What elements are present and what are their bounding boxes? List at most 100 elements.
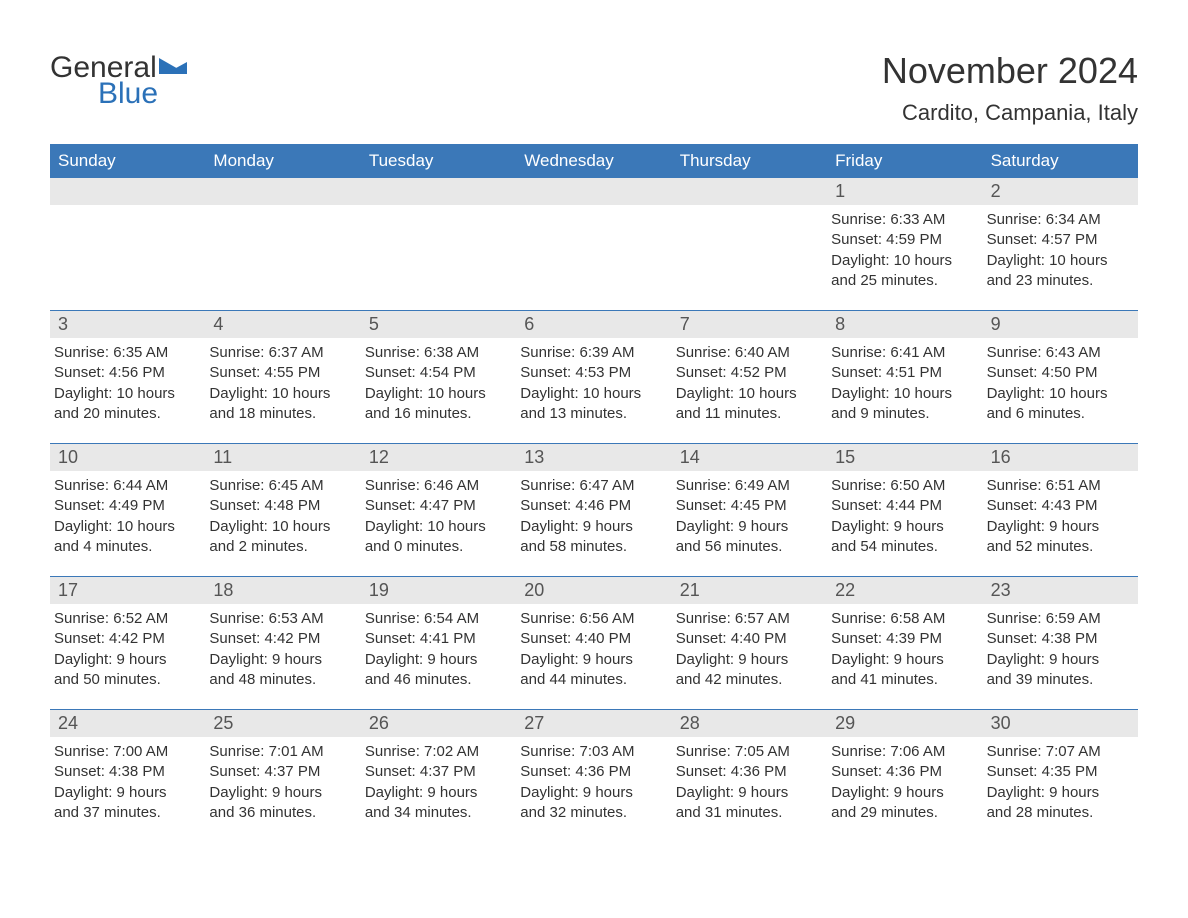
day-body: Sunrise: 6:43 AMSunset: 4:50 PMDaylight:… [983,338,1138,424]
day-cell: 18Sunrise: 6:53 AMSunset: 4:42 PMDayligh… [205,577,360,695]
day-sunset: Sunset: 4:42 PM [209,629,352,649]
day-sunrise: Sunrise: 7:02 AM [365,742,508,762]
day-cell: 27Sunrise: 7:03 AMSunset: 4:36 PMDayligh… [516,710,671,828]
day-day1: Daylight: 9 hours [54,783,197,803]
empty-day [361,178,516,205]
day-day1: Daylight: 9 hours [987,783,1130,803]
day-number: 9 [983,311,1138,338]
calendar: SundayMondayTuesdayWednesdayThursdayFrid… [50,144,1138,828]
day-sunrise: Sunrise: 6:46 AM [365,476,508,496]
day-body: Sunrise: 6:54 AMSunset: 4:41 PMDaylight:… [361,604,516,690]
day-cell: 10Sunrise: 6:44 AMSunset: 4:49 PMDayligh… [50,444,205,562]
day-number: 25 [205,710,360,737]
day-day1: Daylight: 10 hours [987,251,1130,271]
day-day1: Daylight: 9 hours [520,650,663,670]
day-sunset: Sunset: 4:51 PM [831,363,974,383]
day-day2: and 36 minutes. [209,803,352,823]
day-number: 2 [983,178,1138,205]
day-number: 3 [50,311,205,338]
day-day1: Daylight: 10 hours [676,384,819,404]
day-number: 12 [361,444,516,471]
day-sunrise: Sunrise: 7:07 AM [987,742,1130,762]
day-day2: and 28 minutes. [987,803,1130,823]
day-body: Sunrise: 6:34 AMSunset: 4:57 PMDaylight:… [983,205,1138,291]
day-sunrise: Sunrise: 6:57 AM [676,609,819,629]
day-cell: 7Sunrise: 6:40 AMSunset: 4:52 PMDaylight… [672,311,827,429]
day-number: 1 [827,178,982,205]
day-sunset: Sunset: 4:49 PM [54,496,197,516]
day-number: 14 [672,444,827,471]
title-block: November 2024 Cardito, Campania, Italy [882,50,1138,126]
day-body: Sunrise: 6:57 AMSunset: 4:40 PMDaylight:… [672,604,827,690]
day-day1: Daylight: 10 hours [365,384,508,404]
day-body: Sunrise: 6:38 AMSunset: 4:54 PMDaylight:… [361,338,516,424]
weekday-header-row: SundayMondayTuesdayWednesdayThursdayFrid… [50,144,1138,178]
day-day2: and 9 minutes. [831,404,974,424]
day-sunrise: Sunrise: 6:45 AM [209,476,352,496]
day-cell: 29Sunrise: 7:06 AMSunset: 4:36 PMDayligh… [827,710,982,828]
day-sunrise: Sunrise: 7:06 AM [831,742,974,762]
day-day2: and 54 minutes. [831,537,974,557]
day-sunset: Sunset: 4:48 PM [209,496,352,516]
day-body: Sunrise: 6:39 AMSunset: 4:53 PMDaylight:… [516,338,671,424]
day-day1: Daylight: 9 hours [520,517,663,537]
day-number: 28 [672,710,827,737]
empty-day [50,178,205,205]
weekday-header: Thursday [672,144,827,178]
day-cell: 1Sunrise: 6:33 AMSunset: 4:59 PMDaylight… [827,178,982,296]
week-row: 3Sunrise: 6:35 AMSunset: 4:56 PMDaylight… [50,310,1138,429]
day-sunset: Sunset: 4:59 PM [831,230,974,250]
empty-day [205,178,360,205]
week-row: 17Sunrise: 6:52 AMSunset: 4:42 PMDayligh… [50,576,1138,695]
day-cell: 2Sunrise: 6:34 AMSunset: 4:57 PMDaylight… [983,178,1138,296]
day-number: 23 [983,577,1138,604]
day-day1: Daylight: 10 hours [54,384,197,404]
day-body: Sunrise: 6:41 AMSunset: 4:51 PMDaylight:… [827,338,982,424]
day-cell [50,178,205,296]
day-day1: Daylight: 10 hours [209,517,352,537]
day-sunset: Sunset: 4:38 PM [54,762,197,782]
day-day1: Daylight: 10 hours [987,384,1130,404]
day-cell: 11Sunrise: 6:45 AMSunset: 4:48 PMDayligh… [205,444,360,562]
day-body: Sunrise: 6:37 AMSunset: 4:55 PMDaylight:… [205,338,360,424]
day-day2: and 46 minutes. [365,670,508,690]
day-body: Sunrise: 6:59 AMSunset: 4:38 PMDaylight:… [983,604,1138,690]
day-cell: 3Sunrise: 6:35 AMSunset: 4:56 PMDaylight… [50,311,205,429]
day-cell [361,178,516,296]
weekday-header: Saturday [983,144,1138,178]
day-day1: Daylight: 10 hours [209,384,352,404]
empty-day [672,178,827,205]
day-number: 5 [361,311,516,338]
day-sunset: Sunset: 4:41 PM [365,629,508,649]
day-body: Sunrise: 6:47 AMSunset: 4:46 PMDaylight:… [516,471,671,557]
day-cell [672,178,827,296]
day-sunrise: Sunrise: 7:03 AM [520,742,663,762]
day-number: 13 [516,444,671,471]
day-day2: and 31 minutes. [676,803,819,823]
day-day1: Daylight: 10 hours [831,384,974,404]
day-day2: and 29 minutes. [831,803,974,823]
day-sunrise: Sunrise: 6:38 AM [365,343,508,363]
day-cell: 12Sunrise: 6:46 AMSunset: 4:47 PMDayligh… [361,444,516,562]
day-sunrise: Sunrise: 6:35 AM [54,343,197,363]
day-sunrise: Sunrise: 6:54 AM [365,609,508,629]
day-day1: Daylight: 9 hours [54,650,197,670]
month-title: November 2024 [882,50,1138,92]
day-body: Sunrise: 7:03 AMSunset: 4:36 PMDaylight:… [516,737,671,823]
day-day2: and 11 minutes. [676,404,819,424]
day-day2: and 34 minutes. [365,803,508,823]
day-cell: 19Sunrise: 6:54 AMSunset: 4:41 PMDayligh… [361,577,516,695]
day-sunset: Sunset: 4:57 PM [987,230,1130,250]
day-number: 4 [205,311,360,338]
day-sunrise: Sunrise: 6:47 AM [520,476,663,496]
day-body: Sunrise: 6:50 AMSunset: 4:44 PMDaylight:… [827,471,982,557]
day-sunset: Sunset: 4:35 PM [987,762,1130,782]
day-number: 17 [50,577,205,604]
day-day1: Daylight: 9 hours [987,650,1130,670]
day-cell: 22Sunrise: 6:58 AMSunset: 4:39 PMDayligh… [827,577,982,695]
day-day1: Daylight: 9 hours [987,517,1130,537]
day-number: 16 [983,444,1138,471]
logo: General Blue [50,50,187,109]
day-cell: 13Sunrise: 6:47 AMSunset: 4:46 PMDayligh… [516,444,671,562]
day-sunset: Sunset: 4:43 PM [987,496,1130,516]
